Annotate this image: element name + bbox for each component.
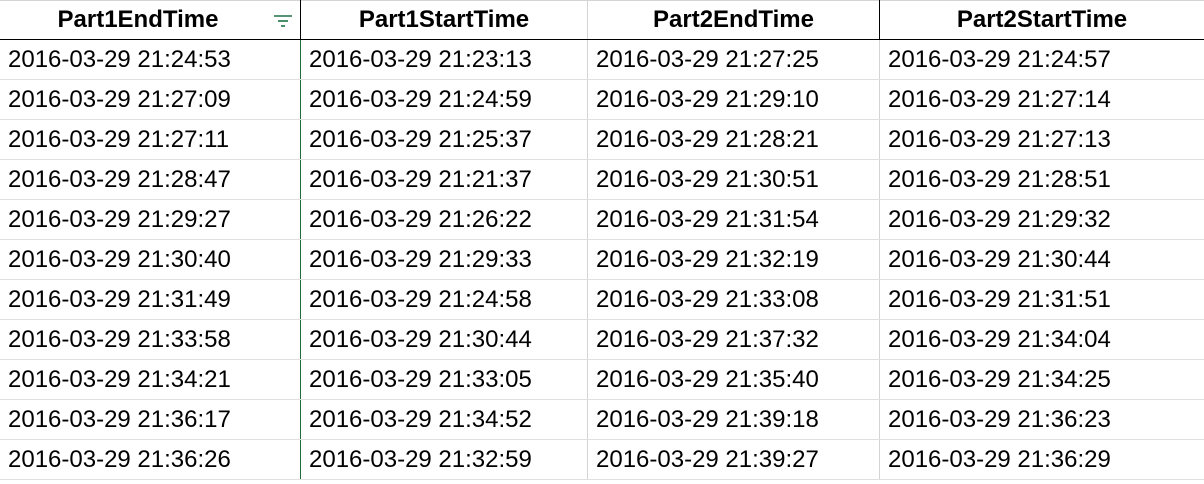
table-cell[interactable]: 2016-03-29 21:39:18 <box>588 400 880 439</box>
header-cell-part1starttime[interactable]: Part1StartTime <box>301 0 588 39</box>
header-cell-part2endtime[interactable]: Part2EndTime <box>588 0 880 39</box>
table-cell[interactable]: 2016-03-29 21:27:13 <box>888 125 1111 153</box>
table-cell[interactable]: 2016-03-29 21:30:44 <box>888 245 1111 273</box>
table-cell[interactable]: 2016-03-29 21:30:44 <box>301 320 588 359</box>
table-row: 2016-03-29 21:27:11 2016-03-29 21:25:37 20… <box>0 120 1204 160</box>
table-cell[interactable]: 2016-03-29 21:36:29 <box>888 445 1111 473</box>
table-cell[interactable]: 2016-03-29 21:33:05 <box>301 360 588 399</box>
table-cell[interactable]: 2016-03-29 21:29:33 <box>301 240 588 279</box>
table-cell[interactable]: 2016-03-29 21:34:21 <box>0 360 301 399</box>
table-cell[interactable]: 2016-03-29 21:39:27 <box>588 440 880 479</box>
table-cell[interactable]: 2016-03-29 21:34:25 <box>888 365 1111 393</box>
header-row: Part1EndTime Part1StartTime Part2EndTime… <box>0 0 1204 40</box>
table-cell[interactable]: 2016-03-29 21:31:51 <box>888 285 1111 313</box>
table-cell[interactable]: 2016-03-29 21:24:57 <box>888 45 1111 73</box>
table-cell[interactable]: 2016-03-29 21:32:59 <box>301 440 588 479</box>
header-label: Part1EndTime <box>57 5 219 33</box>
table-cell[interactable]: 2016-03-29 21:33:58 <box>0 320 301 359</box>
table-cell[interactable]: 2016-03-29 21:29:10 <box>588 80 880 119</box>
table-body: 2016-03-29 21:24:53 2016-03-29 21:23:13 20… <box>0 40 1204 480</box>
table-cell[interactable]: 2016-03-29 21:29:32 <box>888 205 1111 233</box>
table-cell[interactable]: 2016-03-29 21:37:32 <box>588 320 880 359</box>
table-cell[interactable]: 2016-03-29 21:34:04 <box>888 325 1111 353</box>
header-label: Part2EndTime <box>653 5 814 33</box>
table-cell[interactable]: 2016-03-29 21:24:59 <box>301 80 588 119</box>
table-cell[interactable]: 2016-03-29 21:32:19 <box>588 240 880 279</box>
table-cell[interactable]: 2016-03-29 21:27:09 <box>0 80 301 119</box>
header-cell-part2starttime[interactable]: Part2StartTime <box>880 0 1204 39</box>
grid-top-border <box>0 0 1204 1</box>
table-cell[interactable]: 2016-03-29 21:28:21 <box>588 120 880 159</box>
table-cell[interactable]: 2016-03-29 21:30:40 <box>0 240 301 279</box>
table-cell[interactable]: 2016-03-29 21:36:17 <box>0 400 301 439</box>
table-cell[interactable]: 2016-03-29 21:36:23 <box>888 405 1111 433</box>
header-label: Part2StartTime <box>956 5 1128 33</box>
table-cell[interactable]: 2016-03-29 21:27:11 <box>0 120 301 159</box>
table-cell[interactable]: 2016-03-29 21:36:26 <box>0 440 301 479</box>
table-cell[interactable]: 2016-03-29 21:31:54 <box>588 200 880 239</box>
table-row: 2016-03-29 21:27:09 2016-03-29 21:24:59 20… <box>0 80 1204 120</box>
table-row: 2016-03-29 21:28:47 2016-03-29 21:21:37 20… <box>0 160 1204 200</box>
table-cell[interactable]: 2016-03-29 21:34:52 <box>301 400 588 439</box>
table-cell[interactable]: 2016-03-29 21:21:37 <box>301 160 588 199</box>
table-cell[interactable]: 2016-03-29 21:27:25 <box>588 40 880 79</box>
table-row: 2016-03-29 21:36:26 2016-03-29 21:32:59 20… <box>0 440 1204 480</box>
filter-lines-icon[interactable] <box>272 13 294 29</box>
header-label: Part1StartTime <box>358 5 530 33</box>
table-cell[interactable]: 2016-03-29 21:27:14 <box>888 85 1111 113</box>
table-cell[interactable]: 2016-03-29 21:28:47 <box>0 160 301 199</box>
table-cell[interactable]: 2016-03-29 21:30:51 <box>588 160 880 199</box>
table-cell[interactable]: 2016-03-29 21:24:58 <box>301 280 588 319</box>
table-cell[interactable]: 2016-03-29 21:25:37 <box>301 120 588 159</box>
table-cell[interactable]: 2016-03-29 21:35:40 <box>588 360 880 399</box>
table-row: 2016-03-29 21:33:58 2016-03-29 21:30:44 20… <box>0 320 1204 360</box>
table-row: 2016-03-29 21:24:53 2016-03-29 21:23:13 20… <box>0 40 1204 80</box>
table-row: 2016-03-29 21:36:17 2016-03-29 21:34:52 20… <box>0 400 1204 440</box>
table-row: 2016-03-29 21:30:40 2016-03-29 21:29:33 20… <box>0 240 1204 280</box>
table-row: 2016-03-29 21:31:49 2016-03-29 21:24:58 20… <box>0 280 1204 320</box>
table-cell[interactable]: 2016-03-29 21:29:27 <box>0 200 301 239</box>
table-cell[interactable]: 2016-03-29 21:31:49 <box>0 280 301 319</box>
table-row: 2016-03-29 21:34:21 2016-03-29 21:33:05 20… <box>0 360 1204 400</box>
table-cell[interactable]: 2016-03-29 21:28:51 <box>888 165 1111 193</box>
table-row: 2016-03-29 21:29:27 2016-03-29 21:26:22 20… <box>0 200 1204 240</box>
table-cell[interactable]: 2016-03-29 21:33:08 <box>588 280 880 319</box>
table-cell[interactable]: 2016-03-29 21:26:22 <box>301 200 588 239</box>
header-cell-part1endtime[interactable]: Part1EndTime <box>0 0 301 39</box>
table-cell[interactable]: 2016-03-29 21:24:53 <box>0 40 301 79</box>
table-cell[interactable]: 2016-03-29 21:23:13 <box>301 40 588 79</box>
